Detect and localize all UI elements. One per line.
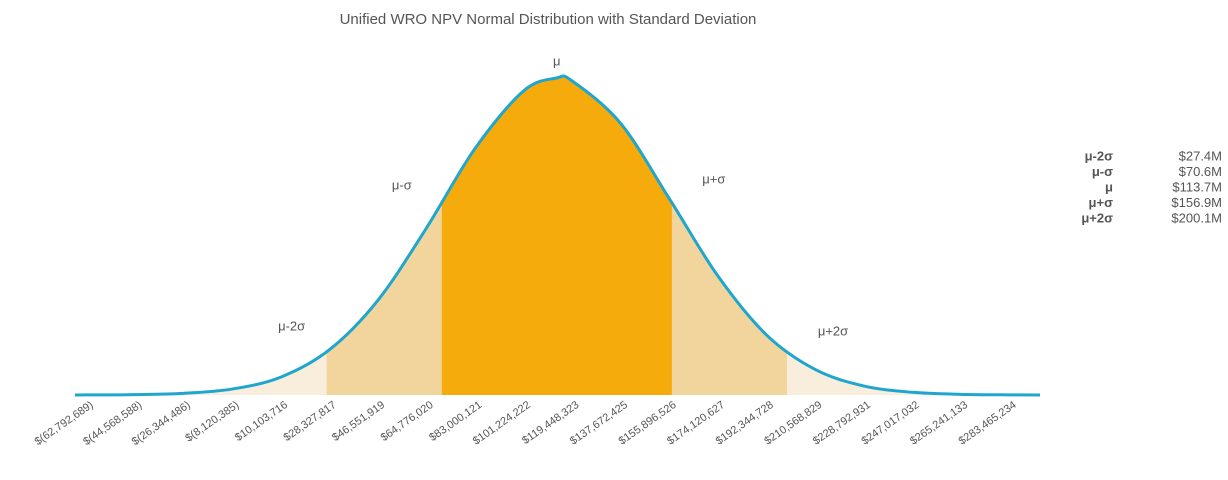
legend-value: $70.6M <box>1179 164 1222 179</box>
shaded-area <box>75 75 1040 395</box>
legend-value: $200.1M <box>1171 210 1222 225</box>
legend-value: $156.9M <box>1171 195 1222 210</box>
legend-label: μ+σ <box>1089 195 1114 210</box>
curve <box>74 74 1041 397</box>
x-tick-label: $10,103,716 <box>233 399 290 444</box>
x-tick-label: $64,776,020 <box>379 399 436 444</box>
x-tick-label: $46,551,919 <box>330 399 387 444</box>
curve-annotation: μ-2σ <box>278 318 305 333</box>
curve-annotation: μ-σ <box>392 177 412 192</box>
legend-label: μ-σ <box>1092 164 1113 179</box>
x-tick-label: $(8,120,385) <box>183 399 241 445</box>
legend-value: $27.4M <box>1179 148 1222 163</box>
legend-label: μ-2σ <box>1085 148 1114 163</box>
legend-label: μ <box>1105 179 1113 194</box>
legend-value: $113.7M <box>1172 179 1222 194</box>
curve-annotation: μ <box>553 53 561 68</box>
chart-title: Unified WRO NPV Normal Distribution with… <box>340 11 757 28</box>
legend-label: μ+2σ <box>1081 210 1113 225</box>
x-tick-label: $28,327,817 <box>282 399 339 444</box>
curve-annotation: μ+σ <box>702 171 725 186</box>
curve-annotation: μ+2σ <box>818 323 848 338</box>
one-sigma-band <box>441 75 672 395</box>
